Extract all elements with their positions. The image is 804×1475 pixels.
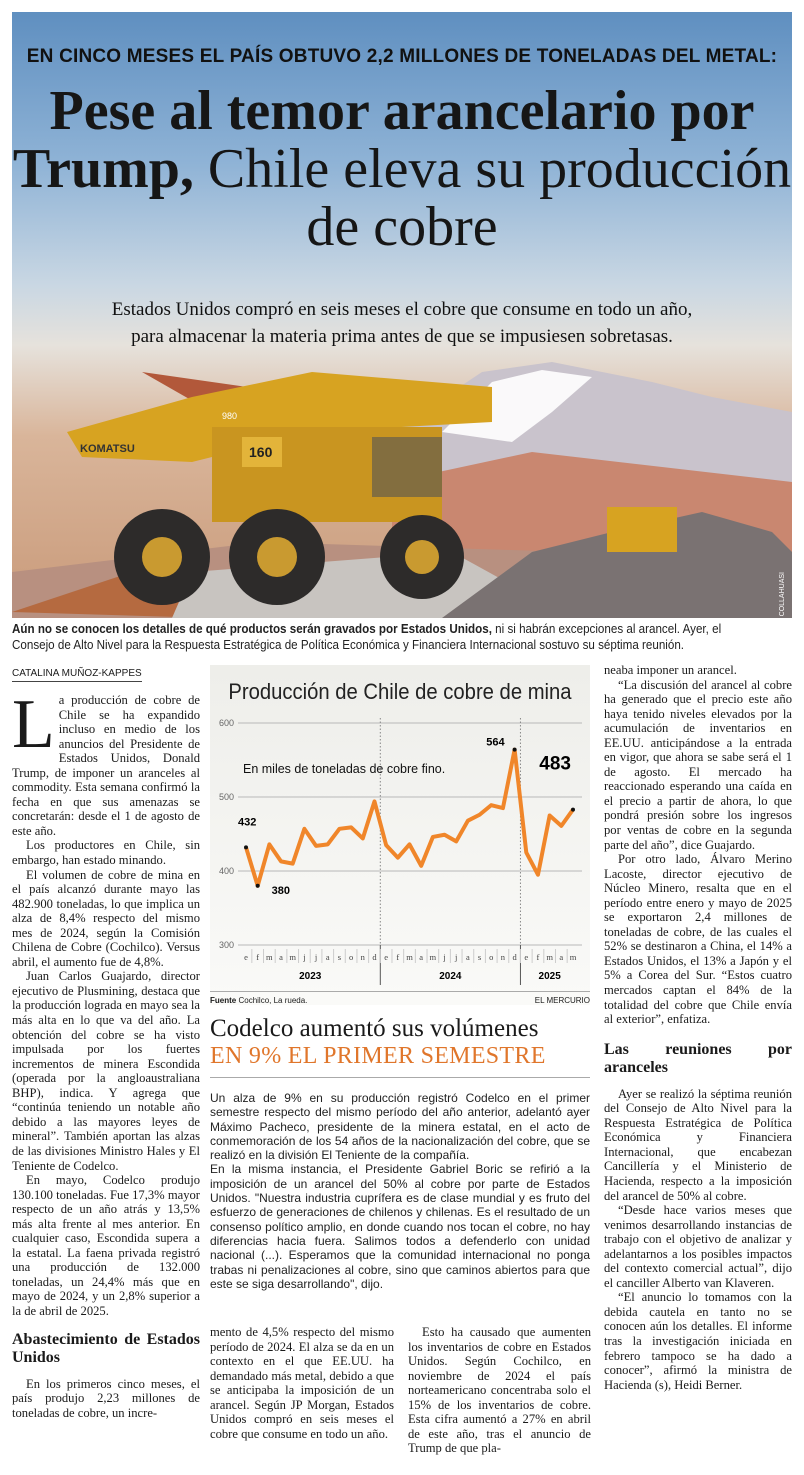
paragraph: mento de 4,5% respecto del mismo período… (210, 1325, 394, 1441)
paragraph: Esto ha causado que aumenten los inventa… (408, 1325, 591, 1456)
paragraph: Ayer se realizó la séptima reunión del C… (604, 1086, 792, 1203)
column-4: neaba imponer un arancel. “La discusión … (604, 663, 792, 1392)
data-label: 380 (272, 885, 290, 897)
year-label: 2023 (299, 971, 322, 982)
month-label: m (266, 952, 273, 962)
paragraph: “Desde hace varios meses que venimos des… (604, 1203, 792, 1290)
month-label: s (338, 952, 341, 962)
paragraph: Un alza de 9% en su producción registró … (210, 1091, 590, 1163)
deck-line: para almacenar la materia prima antes de… (131, 326, 673, 347)
headline-bold: Pese al temor arancelario por Trump, (12, 80, 755, 200)
sidebar-body: Un alza de 9% en su producción registró … (210, 1091, 590, 1291)
byline: CATALINA MUÑOZ-KAPPES (12, 668, 142, 682)
month-label: f (537, 952, 540, 962)
month-label: o (489, 952, 493, 962)
month-label: f (256, 952, 259, 962)
caption-text: ni si habrán excepciones al arancel. Aye… (12, 622, 722, 652)
paragraph: neaba imponer un arancel. (604, 663, 737, 677)
month-label: a (466, 952, 470, 962)
month-label: m (289, 952, 296, 962)
sidebar-title: Codelco aumentó sus volúmenes (210, 1015, 539, 1042)
subheading: Abastecimiento de Estados Unidos (12, 1330, 200, 1366)
month-label: s (478, 952, 481, 962)
y-tick-label: 500 (219, 792, 234, 802)
month-label: m (570, 952, 577, 962)
month-label: n (501, 952, 506, 962)
hero-photo: KOMATSU 160 980 EN CINCO MESES EL PAÍS O… (12, 12, 792, 618)
deck: Estados Unidos compró en seis meses el c… (12, 296, 792, 350)
paragraph: En los primeros cinco meses, el país pro… (12, 1376, 200, 1420)
month-label: d (372, 952, 377, 962)
column-2: mento de 4,5% respecto del mismo período… (210, 1325, 394, 1441)
month-label: f (396, 952, 399, 962)
month-label: j (302, 952, 305, 962)
month-label: a (559, 952, 563, 962)
label-marker (244, 845, 248, 850)
month-label: a (326, 952, 330, 962)
source-text: Cochilco, La rueda. (238, 996, 308, 1005)
y-tick-label: 600 (219, 718, 234, 728)
paragraph: Los productores en Chile, sin embargo, h… (12, 838, 200, 868)
data-label: 483 (539, 754, 571, 775)
month-label: j (454, 952, 457, 962)
year-label: 2025 (539, 971, 562, 982)
month-label: e (244, 952, 248, 962)
y-tick-label: 400 (219, 866, 234, 876)
label-marker (255, 883, 260, 888)
label-marker (571, 807, 575, 812)
month-label: d (512, 952, 517, 962)
paragraph: El volumen de cobre de mina en el país a… (12, 867, 200, 969)
subheading: Las reuniones por aranceles (604, 1040, 792, 1076)
month-label: e (384, 952, 388, 962)
month-label: j (314, 952, 317, 962)
paragraph: Juan Carlos Guajardo, director ejecutivo… (12, 969, 200, 1173)
month-label: m (546, 952, 553, 962)
truck-number-label: 160 (249, 444, 273, 460)
column-3: Esto ha causado que aumenten los inventa… (408, 1325, 591, 1456)
deck-line: Estados Unidos compró en seis meses el c… (111, 299, 693, 320)
month-label: m (406, 952, 413, 962)
headline: Pese al temor arancelario por Trump, Chi… (12, 82, 792, 256)
sidebar-subtitle: EN 9% EL PRIMER SEMESTRE (210, 1043, 546, 1069)
truck-brand-label: KOMATSU (80, 443, 135, 455)
chart-note: En miles de toneladas de cobre fino. (243, 762, 445, 776)
month-label: n (361, 952, 366, 962)
photo-caption: Aún no se conocen los detalles de qué pr… (12, 621, 741, 653)
y-tick-label: 300 (219, 940, 234, 950)
paragraph: “La discusión del arancel al cobre ha ge… (604, 677, 792, 852)
chart-plot: 300 400 500 600 En miles de toneladas de cob… (219, 718, 582, 985)
paragraph: Por otro lado, Álvaro Merino Lacoste, di… (604, 852, 792, 1027)
label-marker (512, 747, 517, 752)
data-label: 432 (238, 816, 256, 828)
publisher: EL MERCURIO (534, 996, 590, 1005)
paragraph: En mayo, Codelco produjo 130.100 tonelad… (12, 1173, 200, 1318)
month-label: o (349, 952, 353, 962)
divider (210, 1077, 590, 1078)
chart-title: Producción de Chile de cobre de mina (228, 679, 572, 704)
data-label: 564 (486, 737, 505, 749)
headline-regular: Chile eleva su producción de cobre (207, 138, 792, 258)
photo-credit: COLLAHUASI (779, 572, 786, 617)
caption-bold: Aún no se conocen los detalles de qué pr… (12, 622, 492, 636)
month-label: a (279, 952, 283, 962)
chart-source: Fuente Cochilco, La rueda. EL MERCURIO (210, 991, 590, 1005)
mine-truck-illustration: KOMATSU 160 980 (12, 362, 792, 618)
truck-model-label: 980 (222, 411, 237, 421)
paragraph: “El anuncio lo tomamos con la debida cau… (604, 1290, 792, 1392)
month-label: a (419, 952, 423, 962)
year-label: 2024 (439, 971, 462, 982)
production-chart: Producción de Chile de cobre de mina 300… (210, 665, 590, 1005)
paragraph: En la misma instancia, el Presidente Gab… (210, 1162, 590, 1291)
month-label: e (524, 952, 528, 962)
month-label: j (442, 952, 445, 962)
month-label: m (430, 952, 437, 962)
drop-cap: L (12, 686, 55, 763)
source-label: Fuente (210, 996, 237, 1005)
kicker: EN CINCO MESES EL PAÍS OBTUVO 2,2 MILLON… (26, 46, 778, 67)
